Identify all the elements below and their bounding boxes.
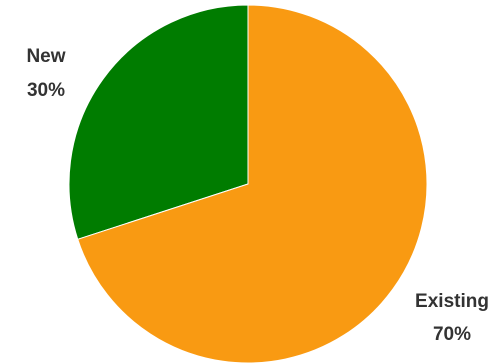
pie-slices [68,4,428,363]
slice-label-new: New [26,46,65,67]
slice-percent-new: 30% [27,80,65,101]
pie-slice-new [68,4,249,240]
pie-slice-existing [77,4,428,363]
slice-label-existing: Existing [415,291,489,312]
slice-percent-existing: 70% [433,324,471,345]
